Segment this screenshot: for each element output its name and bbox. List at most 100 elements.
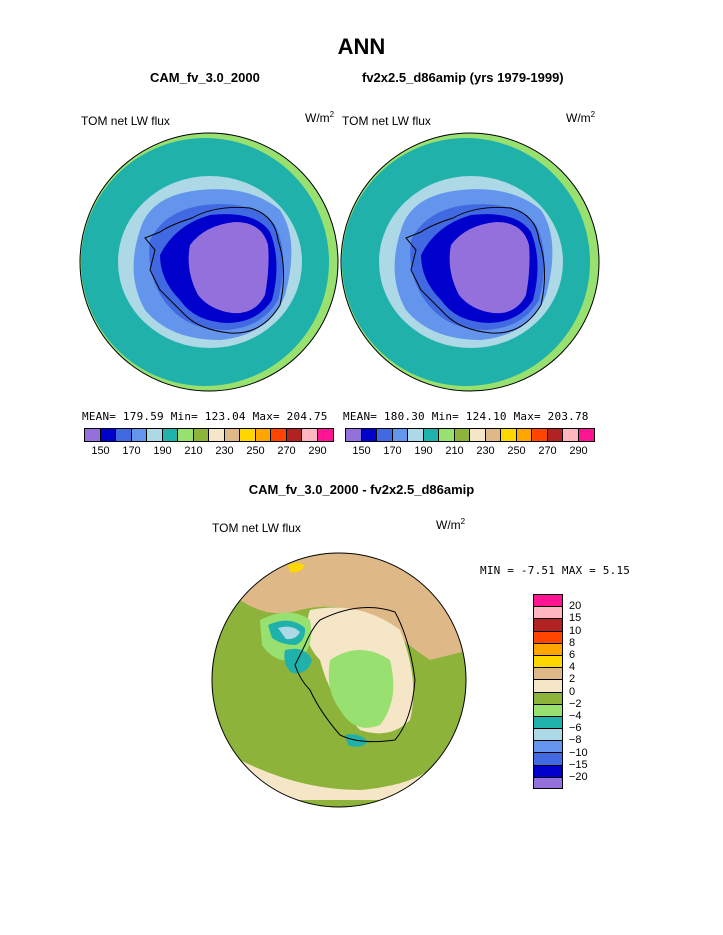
colorbar-swatch xyxy=(533,740,563,753)
colorbar-swatch xyxy=(470,429,486,441)
colorbar-tick-label: −20 xyxy=(569,771,588,783)
colorbar-tick-label: 210 xyxy=(184,445,203,457)
colorbar-tick-label: 230 xyxy=(215,445,234,457)
colorbar-swatch xyxy=(533,618,563,631)
colorbar-tick-label: −6 xyxy=(569,722,582,735)
colorbar-swatch xyxy=(533,728,563,741)
colorbar-swatch xyxy=(563,429,579,441)
colorbar-swatch xyxy=(178,429,194,441)
diff-map-region-tan xyxy=(240,553,466,660)
colorbar-tick-label: 0 xyxy=(569,685,576,698)
colorbar-tick-label: 150 xyxy=(91,445,110,457)
colorbar-tick-label: 250 xyxy=(246,445,265,457)
page-title: ANN xyxy=(337,34,386,59)
diff-title: CAM_fv_3.0_2000 - fv2x2.5_d86amip xyxy=(248,482,475,497)
right-variable-label: TOM net LW flux xyxy=(342,114,431,128)
colorbar-swatch xyxy=(255,429,271,441)
diff-map-region-lightblue-west xyxy=(278,626,300,640)
colorbar-swatch xyxy=(408,429,424,441)
left-subtitle: CAM_fv_3.0_2000 xyxy=(150,70,260,85)
colorbar-tick-label: 2 xyxy=(569,673,576,686)
colorbar-tick-label: −4 xyxy=(569,710,582,722)
colorbar-swatch xyxy=(423,429,439,441)
colorbar-swatch xyxy=(224,429,240,441)
right-colorbar xyxy=(345,428,595,442)
colorbar-swatch xyxy=(439,429,455,441)
colorbar-swatch xyxy=(271,429,287,441)
colorbar-swatch xyxy=(533,630,563,643)
colorbar-tick-label: 290 xyxy=(569,445,588,457)
right-map-coastline xyxy=(405,207,546,334)
left-map-coastline xyxy=(144,207,285,334)
right-map xyxy=(341,133,599,391)
colorbar-tick-label: 270 xyxy=(277,445,296,457)
colorbar-swatch xyxy=(578,429,594,441)
diff-unit-label: W/m2 xyxy=(436,517,466,532)
colorbar-tick-label: 4 xyxy=(569,661,576,674)
colorbar-tick-label: 150 xyxy=(352,445,371,457)
right-map-border xyxy=(340,132,600,392)
colorbar-swatch xyxy=(533,752,563,765)
colorbar-swatch xyxy=(533,691,563,704)
colorbar-tick-label: 170 xyxy=(383,445,402,457)
colorbar-swatch xyxy=(532,429,548,441)
colorbar-swatch xyxy=(533,715,563,729)
left-map-band-core xyxy=(188,222,269,314)
colorbar-swatch xyxy=(100,429,116,441)
colorbar-swatch xyxy=(533,606,563,619)
colorbar-tick-label: −2 xyxy=(569,697,582,710)
diff-map-region-teal-central xyxy=(284,648,312,674)
left-stats: MEAN= 179.59 Min= 123.04 Max= 204.75 xyxy=(82,410,328,423)
colorbar-swatch xyxy=(533,764,563,777)
colorbar-swatch xyxy=(317,429,333,441)
diff-map xyxy=(212,553,466,807)
colorbar-tick-label: −10 xyxy=(569,746,588,759)
colorbar-swatch xyxy=(361,429,377,441)
diff-map-region-yellow xyxy=(288,562,305,573)
colorbar-tick-label: 15 xyxy=(569,612,582,625)
colorbar-swatch xyxy=(377,429,393,441)
colorbar-swatch xyxy=(85,429,101,441)
colorbar-swatch xyxy=(533,642,563,655)
right-map-band-core xyxy=(449,222,530,314)
right-unit-label: W/m2 xyxy=(566,110,596,125)
colorbar-swatch xyxy=(533,654,563,668)
colorbar-swatch xyxy=(116,429,132,441)
colorbar-tick-label: −15 xyxy=(569,758,588,771)
right-colorbar-labels: 150 170 190 210 230 250 270 290 xyxy=(345,445,595,459)
colorbar-swatch xyxy=(346,429,362,441)
diff-colorbar-labels: 20 15 10 8 6 4 2 0 −2 −4 −6 −8 −10 −15 −20 xyxy=(569,594,609,794)
diff-map-border xyxy=(211,552,467,808)
colorbar-swatch xyxy=(533,703,563,716)
colorbar-swatch xyxy=(533,679,563,692)
left-map xyxy=(80,133,338,391)
colorbar-tick-label: 20 xyxy=(569,600,582,613)
colorbar-tick-label: 190 xyxy=(414,445,433,457)
colorbar-swatch xyxy=(485,429,501,441)
colorbar-swatch xyxy=(302,429,318,441)
colorbar-swatch xyxy=(516,429,532,441)
left-map-border xyxy=(79,132,339,392)
colorbar-tick-label: 230 xyxy=(476,445,495,457)
colorbar-swatch xyxy=(209,429,225,441)
diff-variable-label: TOM net LW flux xyxy=(212,521,301,535)
diff-stats: MIN = -7.51 MAX = 5.15 xyxy=(480,564,631,577)
left-colorbar xyxy=(84,428,334,442)
colorbar-swatch xyxy=(547,429,563,441)
colorbar-tick-label: 210 xyxy=(445,445,464,457)
colorbar-swatch xyxy=(501,429,517,441)
colorbar-swatch xyxy=(533,667,563,680)
colorbar-swatch xyxy=(454,429,470,441)
colorbar-tick-label: 170 xyxy=(122,445,141,457)
colorbar-swatch xyxy=(131,429,147,441)
colorbar-tick-label: 250 xyxy=(507,445,526,457)
colorbar-tick-label: 270 xyxy=(538,445,557,457)
colorbar-tick-label: 10 xyxy=(569,624,582,637)
colorbar-swatch xyxy=(392,429,408,441)
colorbar-swatch xyxy=(240,429,256,441)
colorbar-swatch xyxy=(286,429,302,441)
left-variable-label: TOM net LW flux xyxy=(81,114,170,128)
colorbar-swatch xyxy=(147,429,163,441)
colorbar-swatch xyxy=(162,429,178,441)
